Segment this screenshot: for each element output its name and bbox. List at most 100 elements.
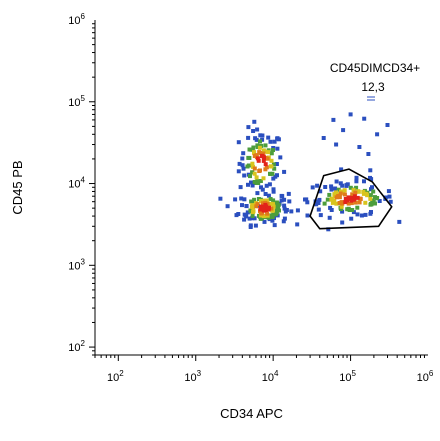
data-point: [323, 185, 328, 189]
data-point: [282, 206, 287, 211]
x-tick-label: 102: [107, 369, 124, 384]
data-point: [246, 182, 250, 187]
data-point: [349, 198, 354, 203]
data-point: [247, 216, 252, 221]
data-point: [326, 227, 331, 232]
data-point: [267, 205, 271, 210]
data-point: [356, 189, 361, 194]
data-point: [250, 170, 255, 175]
data-point: [386, 189, 391, 194]
data-point: [256, 181, 261, 185]
data-point: [268, 171, 272, 176]
data-point: [270, 208, 275, 213]
data-point: [266, 193, 271, 198]
data-point: [240, 203, 244, 208]
data-point: [341, 128, 346, 133]
data-point: [250, 213, 255, 218]
data-point: [355, 195, 360, 200]
data-point: [314, 202, 319, 207]
data-point: [255, 127, 260, 132]
x-tick-label: 104: [262, 369, 279, 384]
data-point: [346, 201, 351, 206]
data-point: [246, 155, 251, 160]
data-point: [258, 150, 262, 155]
data-point: [338, 191, 343, 196]
data-point: [282, 203, 287, 208]
data-point: [271, 212, 276, 217]
data-point: [264, 204, 268, 209]
y-axis-title: CD45 PB: [10, 160, 25, 214]
data-point: [258, 216, 263, 221]
data-point: [342, 188, 347, 193]
data-point: [258, 133, 263, 138]
data-point: [282, 216, 287, 221]
data-point: [305, 213, 310, 218]
gate-polygon[interactable]: [309, 168, 393, 230]
data-point: [279, 198, 284, 203]
data-point: [274, 200, 279, 205]
data-point: [268, 139, 273, 144]
data-point: [282, 197, 287, 202]
data-point: [269, 164, 274, 169]
data-point: [261, 158, 266, 163]
data-point: [370, 185, 374, 190]
data-point: [266, 150, 271, 155]
data-point: [363, 212, 368, 217]
data-point: [270, 215, 275, 219]
data-point: [263, 162, 268, 167]
data-point: [334, 201, 339, 206]
data-point: [287, 199, 292, 204]
data-point: [351, 210, 356, 215]
data-point: [249, 199, 254, 204]
data-point: [241, 151, 246, 156]
y-tick-label: 103: [68, 257, 85, 272]
data-point: [269, 206, 274, 211]
data-point: [261, 151, 266, 156]
data-point: [264, 183, 269, 188]
data-point: [271, 148, 275, 152]
data-point: [345, 198, 350, 203]
data-point: [261, 176, 266, 181]
data-point: [262, 198, 267, 203]
data-point: [397, 219, 402, 224]
axes: 102 103 104 105 106 102 103 104 105 106: [68, 12, 434, 384]
data-point: [278, 155, 283, 160]
data-point: [260, 187, 265, 192]
data-point: [353, 190, 358, 195]
data-point: [340, 183, 345, 188]
data-point: [329, 184, 334, 189]
gate-layer: [309, 96, 393, 230]
data-point: [273, 174, 278, 179]
data-point: [337, 195, 342, 200]
data-point: [254, 204, 259, 209]
data-point: [245, 210, 250, 215]
data-point: [258, 168, 262, 173]
data-point: [271, 187, 276, 192]
data-point: [369, 177, 374, 182]
data-point: [276, 203, 281, 208]
data-point: [257, 145, 262, 150]
data-point: [338, 181, 343, 186]
data-point: [240, 156, 245, 161]
data-point: [266, 135, 271, 140]
data-point: [348, 112, 353, 117]
data-point: [262, 219, 267, 224]
data-point: [275, 136, 280, 141]
data-point: [368, 168, 373, 173]
data-point: [258, 179, 263, 183]
data-point: [281, 219, 286, 224]
data-point: [246, 163, 251, 168]
data-point: [246, 125, 251, 130]
data-point: [363, 200, 368, 205]
data-point: [249, 147, 254, 152]
data-point: [248, 174, 252, 179]
data-point: [269, 151, 274, 156]
data-point: [317, 197, 322, 202]
data-point: [345, 182, 350, 187]
data-point: [316, 201, 321, 205]
data-point: [242, 173, 247, 178]
data-point: [250, 183, 255, 188]
data-point: [305, 200, 310, 205]
data-point: [252, 119, 257, 124]
